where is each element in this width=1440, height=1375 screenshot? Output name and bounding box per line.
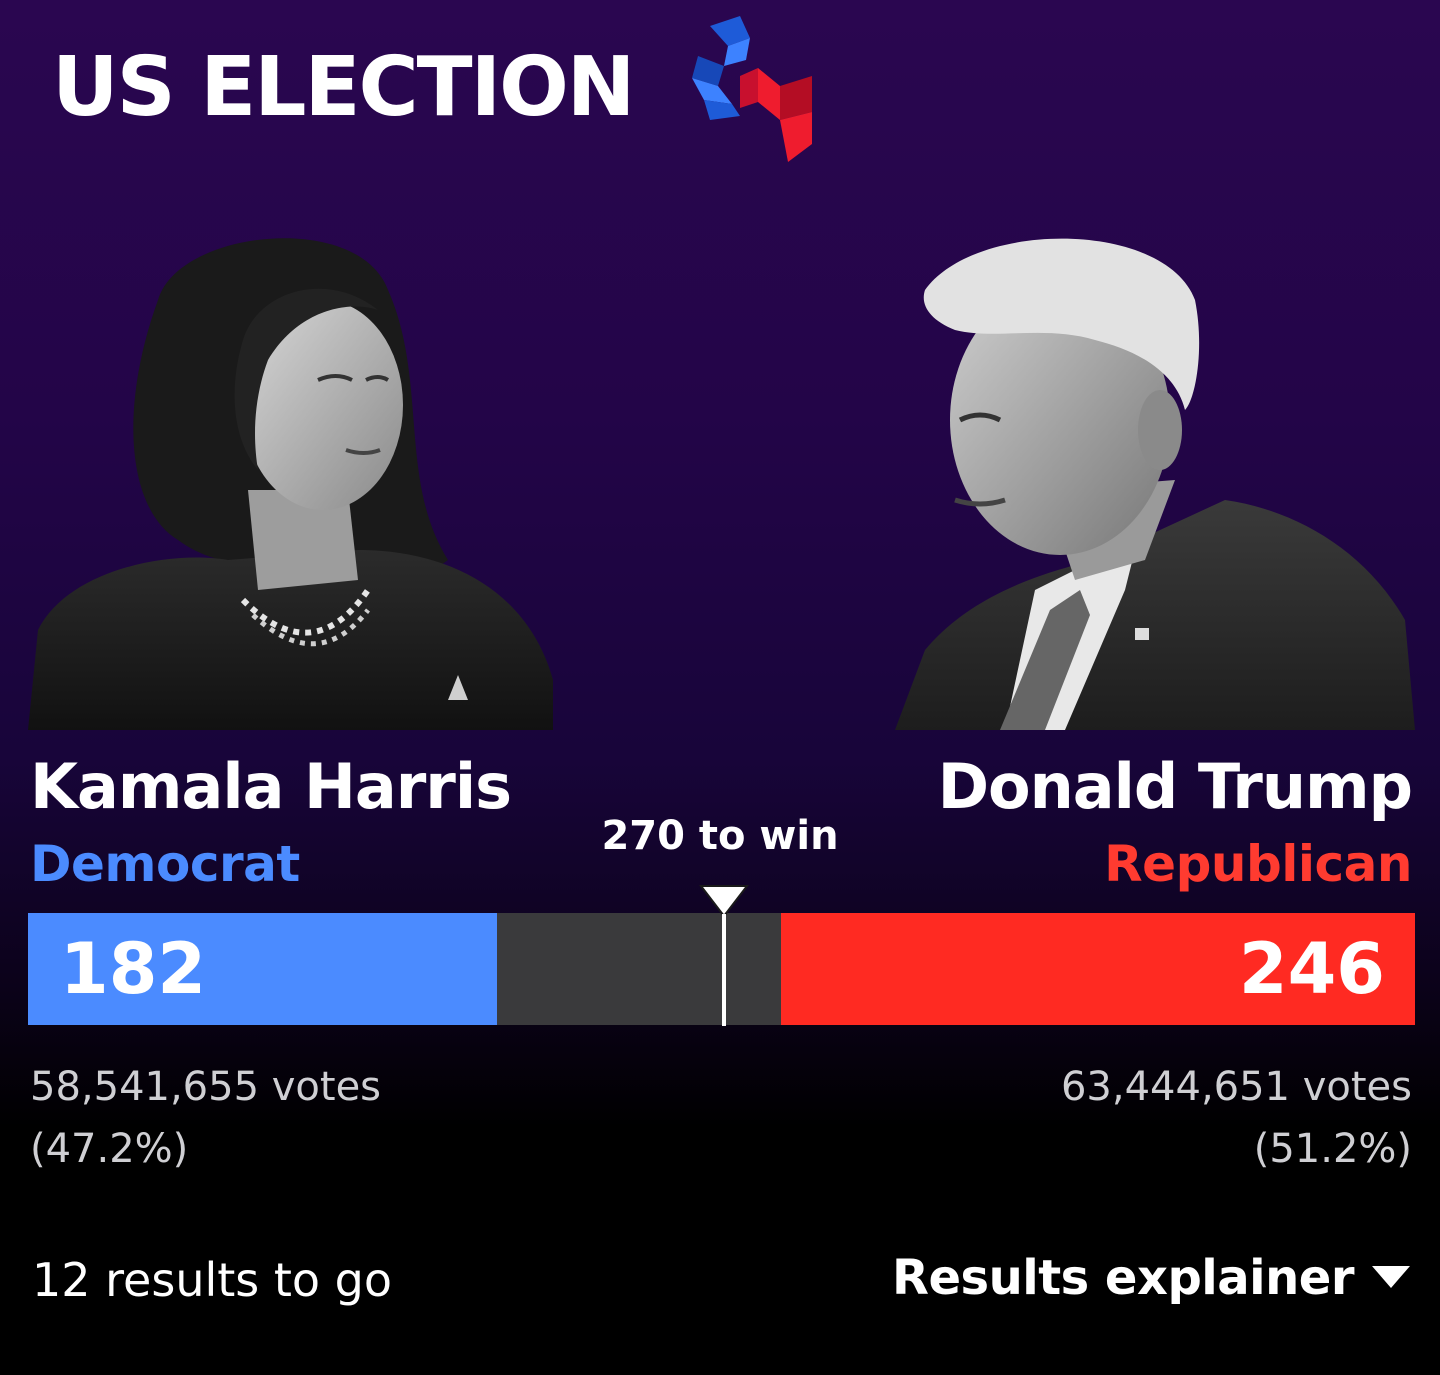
candidate-name-harris: Kamala Harris <box>30 750 512 823</box>
vote-count-harris: 58,541,655 votes <box>30 1064 382 1110</box>
popular-vote-trump: 63,444,651 votes (51.2%) <box>1061 1056 1412 1180</box>
vote-count-trump: 63,444,651 votes <box>1060 1064 1412 1110</box>
vote-percent-trump: (51.2%) <box>1253 1126 1412 1172</box>
portrait-harris <box>28 230 553 730</box>
election-24-logo <box>692 16 812 162</box>
page-title: US ELECTION <box>52 40 635 135</box>
caret-down-icon <box>1372 1266 1410 1288</box>
to-win-label: 270 to win <box>601 813 839 859</box>
results-explainer-toggle[interactable]: Results explainer <box>892 1246 1410 1310</box>
popular-vote-harris: 58,541,655 votes (47.2%) <box>30 1056 381 1180</box>
electoral-votes-harris: 182 <box>60 928 207 1010</box>
party-label-republican: Republican <box>1104 835 1412 893</box>
header: US ELECTION <box>52 40 635 160</box>
results-remaining: 12 results to go <box>32 1253 393 1307</box>
party-label-democrat: Democrat <box>30 835 300 893</box>
threshold-marker-icon <box>699 885 750 1026</box>
electoral-vote-bar: 182 246 <box>28 913 1415 1025</box>
portrait-trump <box>895 230 1415 730</box>
bar-segment-republican <box>780 913 1415 1025</box>
bar-segment-democrat <box>28 913 498 1025</box>
results-explainer-label: Results explainer <box>891 1250 1355 1306</box>
candidate-name-trump: Donald Trump <box>937 750 1413 823</box>
vote-percent-harris: (47.2%) <box>30 1126 189 1172</box>
electoral-votes-trump: 246 <box>1238 928 1385 1010</box>
